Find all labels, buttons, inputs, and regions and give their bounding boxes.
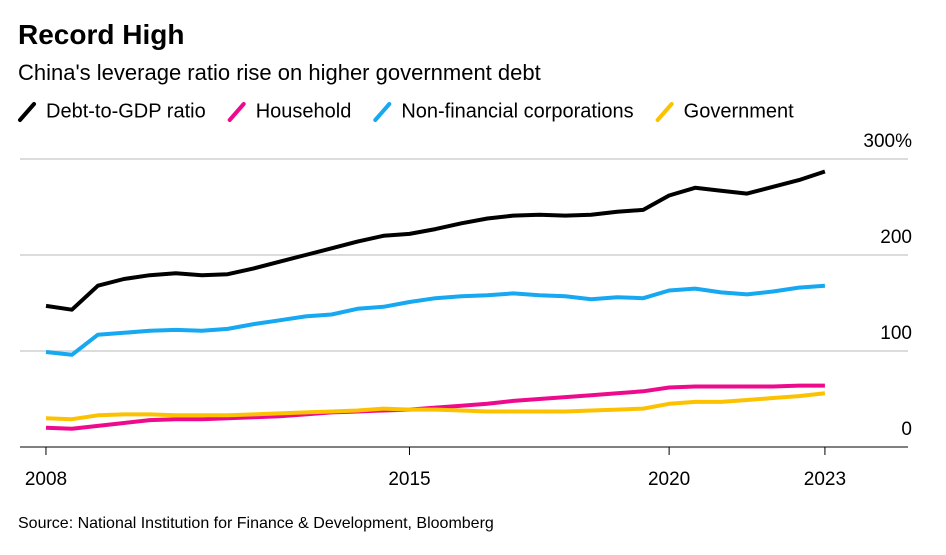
legend-label: Non-financial corporations <box>401 100 633 122</box>
x-tick-label: 2020 <box>648 469 690 490</box>
legend-swatch <box>18 102 36 122</box>
y-tick-label: 200 <box>880 227 912 248</box>
chart-title: Record High <box>18 19 184 50</box>
legend-label: Government <box>684 100 794 122</box>
series-line <box>45 391 826 422</box>
legend-swatch <box>373 102 392 122</box>
y-tick-label: 300% <box>863 131 912 152</box>
series-line <box>45 283 826 357</box>
y-tick-label: 0 <box>901 419 912 440</box>
source: Source: National Institution for Finance… <box>18 515 494 532</box>
series-line <box>45 169 826 312</box>
y-tick-label: 100 <box>880 323 912 344</box>
legend-label: Household <box>256 100 352 122</box>
legend-swatch <box>227 102 246 122</box>
x-tick-label: 2008 <box>25 469 67 490</box>
x-tick-label: 2023 <box>804 469 846 490</box>
chart-subtitle: China's leverage ratio rise on higher go… <box>18 60 541 85</box>
series-line <box>45 383 825 431</box>
legend-swatch <box>655 102 674 122</box>
x-tick-label: 2015 <box>388 469 430 490</box>
legend-label: Debt-to-GDP ratio <box>46 100 206 122</box>
